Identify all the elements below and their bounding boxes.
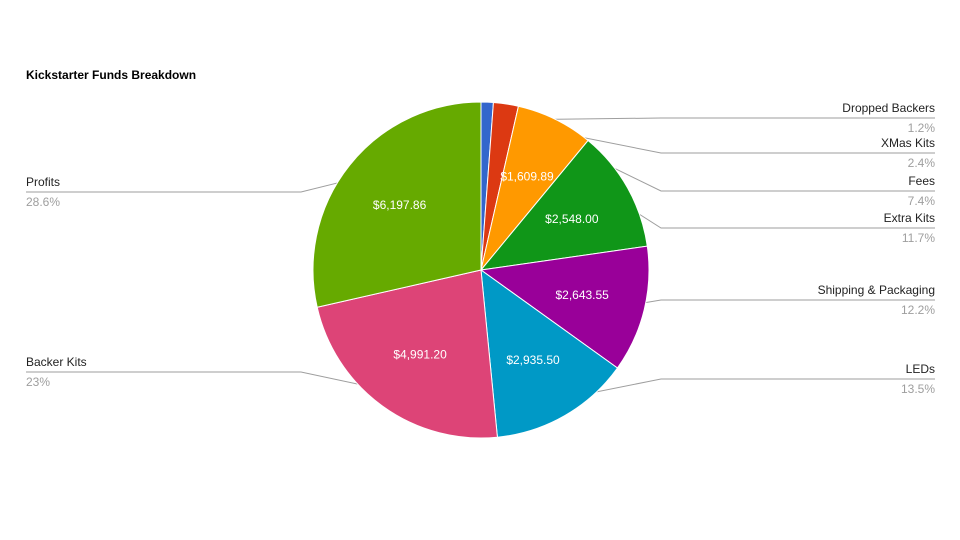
chart-title: Kickstarter Funds Breakdown [26, 68, 196, 82]
slice-label-profits: Profits [26, 175, 60, 189]
leader-line-backer-kits [26, 371, 394, 393]
slice-value-labels: $1,609.89 $2,548.00 $2,643.55 $2,935.50 $4,9… [373, 170, 609, 368]
pie-slice-leds[interactable] [480, 268, 619, 438]
slice-percent-dropped-backers: 1.2% [908, 121, 936, 135]
slice-percent-shipping-packaging: 12.2% [901, 303, 935, 317]
slice-label-leds: LEDs [906, 362, 935, 376]
slice-label-xmas-kits: XMas Kits [881, 136, 935, 150]
slice-value-extra-kits: $2,548.00 [545, 212, 599, 226]
slice-labels: Dropped Backers 1.2%XMas Kits 2.4% Fees 7.4%… [26, 101, 935, 396]
pie-slice-backer-kits[interactable] [316, 269, 498, 439]
slice-label-fees: Fees [908, 174, 935, 188]
slice-percent-backer-kits: 23% [26, 375, 50, 389]
slice-label-extra-kits: Extra Kits [884, 211, 935, 225]
slice-value-leds: $2,935.50 [506, 353, 560, 367]
slice-label-backer-kits: Backer Kits [26, 355, 87, 369]
pie-slices [312, 101, 650, 439]
slice-value-backer-kits: $4,991.20 [393, 347, 447, 361]
slice-value-fees: $1,609.89 [500, 170, 554, 184]
leader-line-leds [555, 378, 935, 401]
slice-label-dropped-backers: Dropped Backers [842, 101, 935, 115]
slice-percent-leds: 13.5% [901, 382, 935, 396]
pie-slice-profits[interactable] [312, 101, 482, 308]
slice-percent-xmas-kits: 2.4% [908, 156, 936, 170]
slice-label-shipping-packaging: Shipping & Packaging [818, 283, 935, 297]
pie-slice-extra-kits[interactable] [479, 139, 648, 271]
slice-percent-fees: 7.4% [908, 194, 936, 208]
slice-value-shipping-packaging: $2,643.55 [555, 288, 609, 302]
pie-slice-shipping-packaging[interactable] [479, 245, 650, 369]
leader-line-shipping-packaging [626, 299, 935, 307]
slice-percent-profits: 28.6% [26, 195, 60, 209]
slice-percent-extra-kits: 11.7% [902, 231, 935, 245]
slice-value-profits: $6,197.86 [373, 198, 427, 212]
leader-line-profits [26, 175, 364, 193]
